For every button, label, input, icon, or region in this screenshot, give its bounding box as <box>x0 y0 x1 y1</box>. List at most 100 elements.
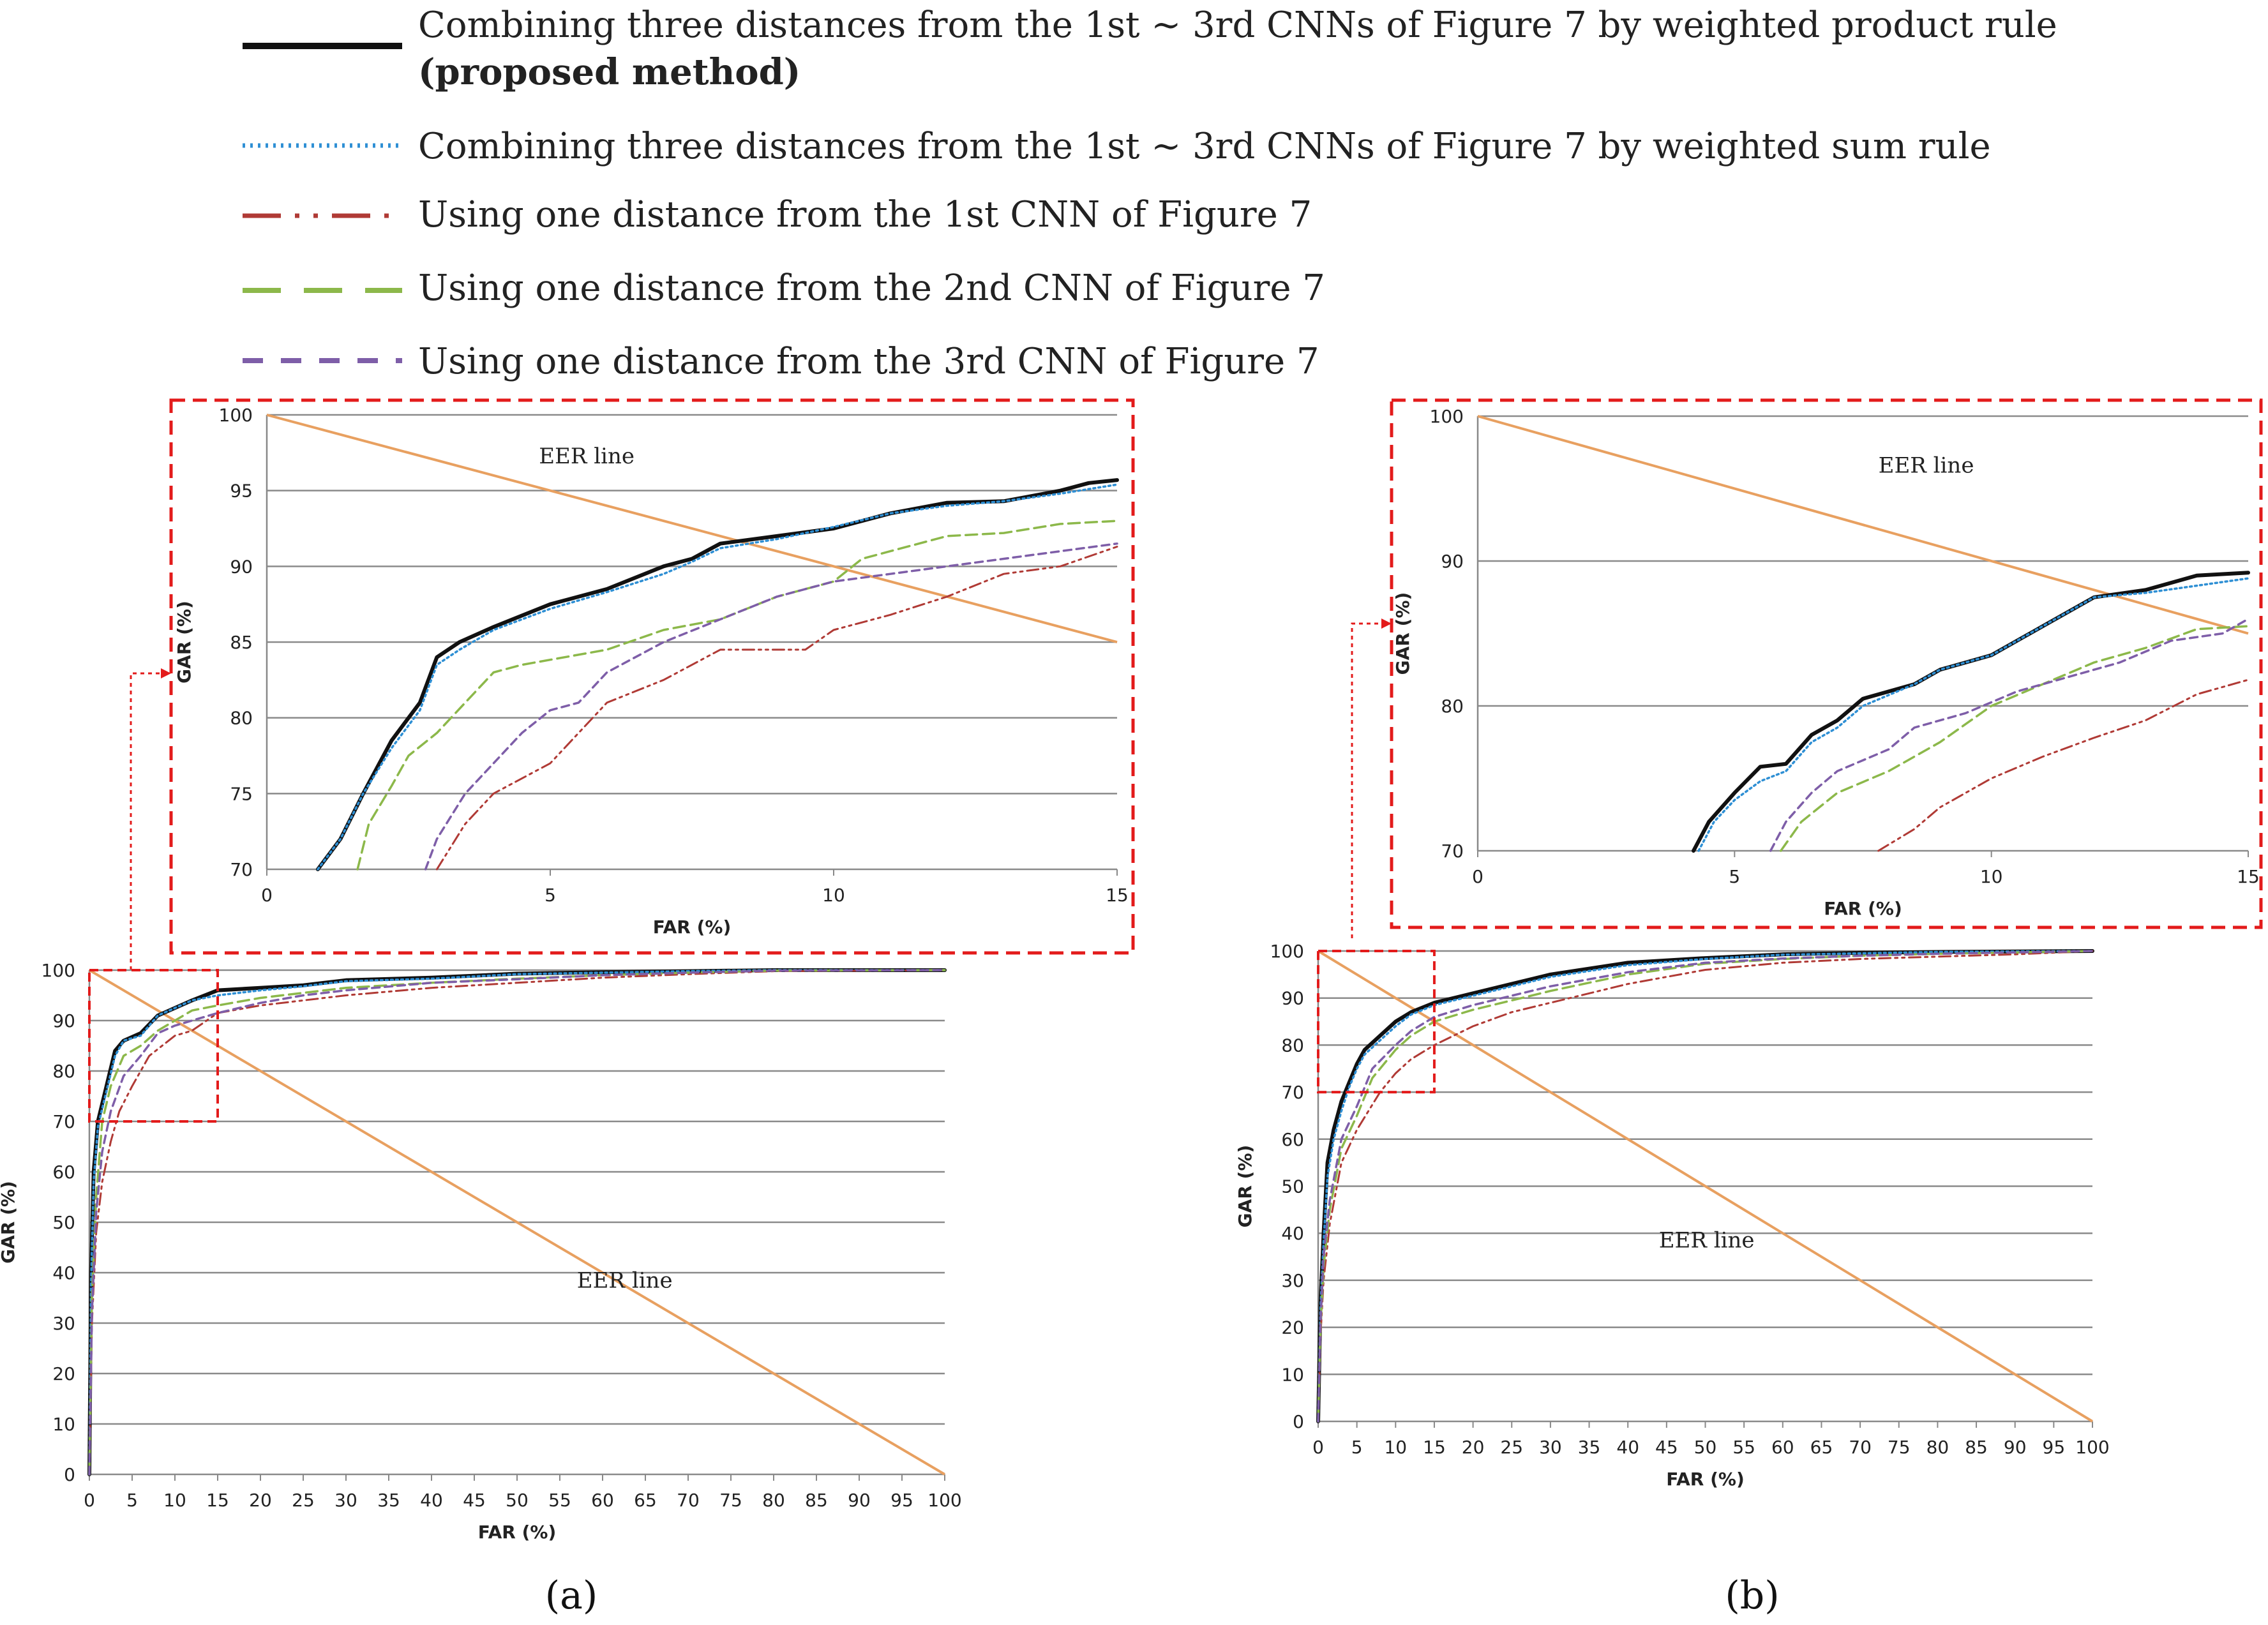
legend-label-s3: Using one distance from the 1st CNN of F… <box>418 194 1312 236</box>
legend-item-sum-rule: Combining three distances from the 1st ~… <box>243 126 1991 167</box>
y-axis-title: GAR (%) <box>174 601 195 684</box>
series-line-s2 <box>1317 950 2094 1423</box>
x-tick-label: 70 <box>677 1490 700 1511</box>
legend-item-product-rule: Combining three distances from the 1st ~… <box>243 4 2057 93</box>
y-tick-label: 80 <box>230 708 253 729</box>
zoom-frame-b <box>1390 398 2263 929</box>
x-tick-label: 55 <box>1732 1437 1755 1458</box>
x-tick-label: 45 <box>1655 1437 1678 1458</box>
series-line-s5 <box>88 969 946 1476</box>
x-tick-label: 40 <box>420 1490 443 1511</box>
y-tick-label: 10 <box>52 1414 75 1435</box>
x-tick-label: 15 <box>206 1490 229 1511</box>
eer-line <box>1477 415 2249 635</box>
y-tick-label: 100 <box>41 960 75 981</box>
x-tick-label: 80 <box>1926 1437 1949 1458</box>
y-tick-label: 90 <box>52 1010 75 1031</box>
x-tick-label: 75 <box>719 1490 742 1511</box>
y-tick-label: 20 <box>1281 1317 1304 1338</box>
legend-item-cnn1: Using one distance from the 1st CNN of F… <box>243 194 1312 236</box>
eer-line <box>1317 950 2094 1423</box>
y-tick-label: 40 <box>1281 1223 1304 1244</box>
chart-b-zoom: 0 5 10 15 70 80 90 100 FAR (%) GAR (%) EER line <box>1392 406 2260 919</box>
y-axis-title: GAR (%) <box>0 1181 19 1264</box>
panel-label-a: (a) <box>545 1573 598 1618</box>
y-tick-label: 80 <box>1441 696 1464 717</box>
x-tick-label: 10 <box>1384 1437 1407 1458</box>
y-tick-label: 60 <box>1281 1129 1304 1150</box>
x-tick-label: 65 <box>1810 1437 1833 1458</box>
x-tick-label: 15 <box>1106 885 1129 906</box>
x-tick-label: 95 <box>2043 1437 2066 1458</box>
x-tick-label: 25 <box>292 1490 315 1511</box>
x-tick-label: 35 <box>377 1490 400 1511</box>
y-tick-label: 50 <box>1281 1176 1304 1197</box>
x-tick-label: 20 <box>249 1490 272 1511</box>
y-tick-label: 70 <box>52 1111 75 1132</box>
zoom-region-box <box>88 969 219 1123</box>
x-tick-label: 70 <box>1849 1437 1872 1458</box>
legend-label-s4: Using one distance from the 2nd CNN of F… <box>418 267 1325 309</box>
x-axis-title: FAR (%) <box>478 1522 557 1543</box>
x-tick-label: 0 <box>84 1490 95 1511</box>
panel-label-b: (b) <box>1725 1573 1779 1618</box>
x-tick-label: 50 <box>1694 1437 1717 1458</box>
x-tick-label: 35 <box>1578 1437 1601 1458</box>
legend-item-cnn2: Using one distance from the 2nd CNN of F… <box>243 267 1325 309</box>
x-tick-label: 60 <box>1771 1437 1794 1458</box>
series-line-s5 <box>1769 618 2249 852</box>
series-line-s1 <box>1316 949 2094 1423</box>
eer-label: EER line <box>577 1268 673 1294</box>
series-line-s4 <box>356 520 1118 871</box>
x-axis-title: FAR (%) <box>653 917 732 938</box>
y-tick-label: 70 <box>1441 841 1464 862</box>
legend-label-s2: Combining three distances from the 1st ~… <box>418 126 1991 167</box>
y-tick-label: 10 <box>1281 1364 1304 1385</box>
y-axis-title: GAR (%) <box>1392 592 1413 675</box>
y-tick-label: 75 <box>230 783 253 804</box>
x-tick-label: 75 <box>1888 1437 1911 1458</box>
x-tick-label: 60 <box>591 1490 614 1511</box>
y-tick-label: 100 <box>219 405 253 426</box>
y-tick-label: 100 <box>1270 941 1304 962</box>
chart-b-main: 0 5 10 15 20 25 30 35 40 45 50 55 60 65 70 75 80 85 90 95 10… <box>1235 941 2110 1490</box>
eer-label: EER line <box>1659 1227 1755 1253</box>
x-tick-label: 85 <box>805 1490 828 1511</box>
x-tick-label: 5 <box>1351 1437 1363 1458</box>
legend-label-s1-line1: Combining three distances from the 1st ~… <box>418 4 2057 46</box>
eer-label: EER line <box>1879 453 1974 479</box>
eer-line <box>266 414 1118 643</box>
x-tick-label: 80 <box>762 1490 785 1511</box>
y-tick-label: 90 <box>1441 551 1464 572</box>
y-tick-label: 20 <box>52 1363 75 1384</box>
x-tick-label: 40 <box>1616 1437 1639 1458</box>
series-line-s3 <box>1877 678 2249 852</box>
series-line-s5 <box>1317 950 2094 1423</box>
x-tick-label: 65 <box>634 1490 657 1511</box>
series-line-s2 <box>88 969 946 1476</box>
x-tick-label: 20 <box>1462 1437 1485 1458</box>
connector-a <box>130 668 171 970</box>
x-tick-label: 0 <box>1312 1437 1324 1458</box>
y-tick-label: 50 <box>52 1212 75 1233</box>
series-line-s2 <box>1697 577 2249 852</box>
y-tick-label: 0 <box>64 1464 75 1485</box>
series-line-s2 <box>317 483 1118 871</box>
series-line-s3 <box>435 546 1118 871</box>
x-tick-label: 50 <box>506 1490 529 1511</box>
x-tick-label: 90 <box>848 1490 871 1511</box>
y-tick-label: 80 <box>52 1061 75 1082</box>
series-line-s1 <box>1692 571 2250 853</box>
x-tick-label: 10 <box>822 885 845 906</box>
y-tick-label: 30 <box>1281 1270 1304 1291</box>
legend: Combining three distances from the 1st ~… <box>243 4 2057 382</box>
y-tick-label: 95 <box>230 481 253 502</box>
y-tick-label: 85 <box>230 632 253 653</box>
series-line-s1 <box>315 478 1119 871</box>
x-tick-label: 100 <box>927 1490 961 1511</box>
zoom-frame-a <box>169 398 1135 955</box>
x-tick-label: 15 <box>2237 866 2260 887</box>
y-tick-label: 70 <box>1281 1082 1304 1103</box>
connector-b <box>1351 618 1392 938</box>
x-tick-label: 95 <box>890 1490 913 1511</box>
